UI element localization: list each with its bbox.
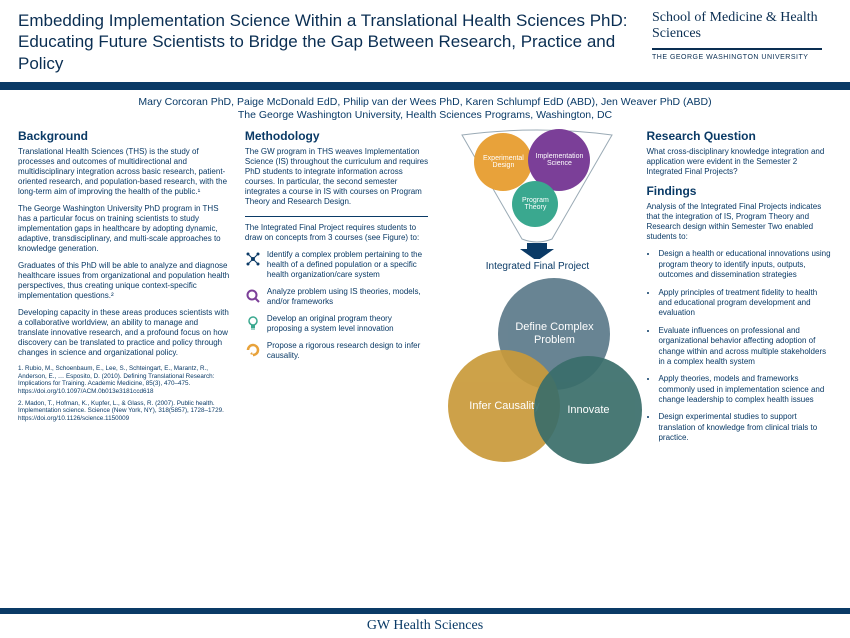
findings-bullet: Apply theories, models and frameworks co… (658, 374, 832, 405)
methodology-item-text: Identify a complex problem pertaining to… (267, 250, 429, 280)
methodology-heading: Methodology (245, 129, 429, 143)
affiliation: The George Washington University, Health… (18, 109, 832, 121)
cycle-icon (245, 341, 261, 358)
research-question-text: What cross-disciplinary knowledge integr… (646, 147, 832, 177)
institution-logo: School of Medicine & Health Sciences THE… (652, 10, 832, 74)
network-icon (245, 250, 261, 267)
methodology-column: Methodology The GW program in THS weaves… (245, 129, 429, 478)
magnify-icon (245, 287, 261, 304)
authors-band: Mary Corcoran PhD, Paige McDonald EdD, P… (0, 90, 850, 124)
methodology-item-text: Propose a rigorous research design to in… (267, 341, 429, 361)
background-heading: Background (18, 129, 231, 143)
findings-bullet: Design a health or educational innovatio… (658, 249, 832, 280)
ifp-label: Integrated Final Project (442, 261, 632, 272)
background-para: Graduates of this PhD will be able to an… (18, 261, 231, 301)
references: 1. Rubio, M., Schoenbaum, E., Lee, S., S… (18, 365, 231, 426)
findings-heading: Findings (646, 184, 832, 198)
poster-header: Embedding Implementation Science Within … (0, 0, 850, 82)
methodology-lead: The Integrated Final Project requires st… (245, 223, 429, 243)
poster-title: Embedding Implementation Science Within … (18, 10, 632, 74)
bulb-icon (245, 314, 261, 331)
header-rule (0, 82, 850, 90)
methodology-intro: The GW program in THS weaves Implementat… (245, 147, 429, 207)
findings-bullet: Evaluate influences on professional and … (658, 326, 832, 368)
footer-text: GW Health Sciences (0, 618, 850, 634)
findings-lead: Analysis of the Integrated Final Project… (646, 202, 832, 242)
findings-list: Design a health or educational innovatio… (646, 249, 832, 450)
venn-diagram: Define Complex ProblemInfer CausalityInn… (442, 278, 632, 478)
findings-column: Research Question What cross-disciplinar… (646, 129, 832, 478)
findings-bullet: Apply principles of treatment fidelity t… (658, 288, 832, 319)
methodology-item-text: Analyze problem using IS theories, model… (267, 287, 429, 307)
methodology-item: Develop an original program theory propo… (245, 314, 429, 334)
background-para: The George Washington University PhD pro… (18, 204, 231, 254)
findings-bullet: Design experimental studies to support t… (658, 412, 832, 443)
research-question-heading: Research Question (646, 129, 832, 143)
reference-item: 1. Rubio, M., Schoenbaum, E., Lee, S., S… (18, 365, 231, 395)
background-column: Background Translational Health Sciences… (18, 129, 231, 478)
methodology-item-text: Develop an original program theory propo… (267, 314, 429, 334)
background-para: Translational Health Sciences (THS) is t… (18, 147, 231, 197)
logo-text-main: School of Medicine & Health Sciences (652, 10, 832, 42)
venn-circle: Innovate (534, 356, 642, 464)
reference-item: 2. Madon, T., Hofman, K., Kupfer, L., & … (18, 400, 231, 423)
methodology-item: Analyze problem using IS theories, model… (245, 287, 429, 307)
poster-body: Background Translational Health Sciences… (0, 123, 850, 484)
authors-list: Mary Corcoran PhD, Paige McDonald EdD, P… (18, 96, 832, 110)
methodology-item: Identify a complex problem pertaining to… (245, 250, 429, 280)
footer-rule (0, 608, 850, 614)
logo-text-sub: THE GEORGE WASHINGTON UNIVERSITY (652, 54, 832, 61)
background-para: Developing capacity in these areas produ… (18, 308, 231, 358)
funnel-diagram: Experimental DesignImplementation Scienc… (442, 129, 632, 259)
methodology-item: Propose a rigorous research design to in… (245, 341, 429, 361)
figure-column: Experimental DesignImplementation Scienc… (442, 129, 632, 478)
